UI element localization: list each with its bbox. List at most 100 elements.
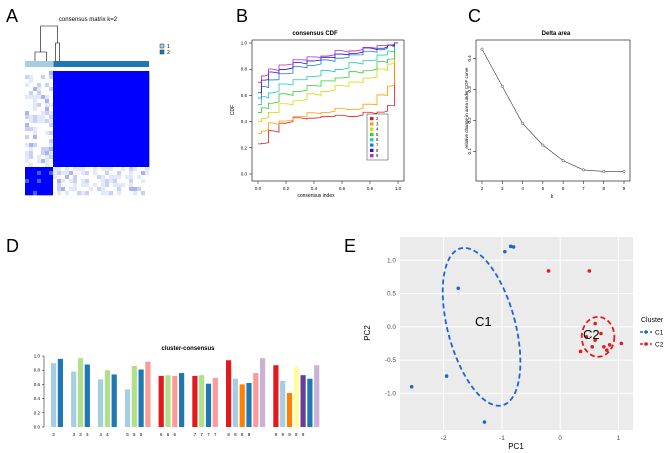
heatmap-cell xyxy=(29,179,34,184)
heatmap-cell xyxy=(65,79,70,84)
heatmap-cell xyxy=(105,155,110,160)
bar-tick-label: 2 xyxy=(52,432,55,437)
heatmap-cell xyxy=(45,123,50,128)
panel-letter-d: D xyxy=(6,236,19,256)
heatmap-cell xyxy=(41,107,46,112)
heatmap-cell xyxy=(97,95,102,100)
heatmap-cell xyxy=(105,179,110,184)
heatmap-cell xyxy=(85,111,90,116)
heatmap-cell xyxy=(137,135,142,140)
heatmap-cell xyxy=(37,191,42,196)
heatmap-cell xyxy=(93,95,98,100)
heatmap-cell xyxy=(85,83,90,88)
heatmap-cell xyxy=(49,175,54,180)
cdf-series-line-4 xyxy=(258,42,398,122)
heatmap-cell xyxy=(129,91,134,96)
heatmap-cell xyxy=(69,127,74,132)
heatmap-cell xyxy=(41,131,46,136)
heatmap-cell xyxy=(97,135,102,140)
heatmap-cell xyxy=(109,103,114,108)
pca-ellipse-c1 xyxy=(441,247,522,407)
heatmap-cell xyxy=(37,131,42,136)
heatmap-cell xyxy=(105,163,110,168)
panel-letter-b: B xyxy=(236,6,248,26)
heatmap-cell xyxy=(45,155,50,160)
heatmap-cell xyxy=(29,139,34,144)
heatmap-cell xyxy=(133,171,138,176)
heatmap-cell xyxy=(141,91,146,96)
heatmap-cell xyxy=(97,115,102,120)
heatmap-cell xyxy=(85,119,90,124)
heatmap-cell xyxy=(101,75,106,80)
heatmap-cell xyxy=(73,119,78,124)
heatmap-cell xyxy=(49,107,54,112)
heatmap-cell xyxy=(61,87,66,92)
delta-x-tick-label: 8 xyxy=(602,186,605,191)
bar-tick-label: 6 xyxy=(174,432,177,437)
heatmap-cell xyxy=(117,107,122,112)
heatmap-cell xyxy=(45,135,50,140)
heatmap-cell xyxy=(137,159,142,164)
heatmap-cell xyxy=(29,131,34,136)
heatmap-cell xyxy=(145,183,150,188)
heatmap-cell xyxy=(133,179,138,184)
bar-tick-label: 8 xyxy=(248,432,251,437)
heatmap-cell xyxy=(57,83,62,88)
heatmap-cell xyxy=(113,83,118,88)
heatmap-cell xyxy=(113,71,118,76)
heatmap-cell xyxy=(129,71,134,76)
heatmap-cell xyxy=(25,163,30,168)
heatmap-cell xyxy=(117,79,122,84)
heatmap-cell xyxy=(33,71,38,76)
heatmap-cell xyxy=(45,115,50,120)
bar-tick-label: 6 xyxy=(167,432,170,437)
heatmap-cell xyxy=(81,111,86,116)
heatmap-cell xyxy=(33,131,38,136)
heatmap-cell xyxy=(57,111,62,116)
pca-points xyxy=(409,244,624,424)
heatmap-cell xyxy=(53,127,58,132)
cdf-y-tick-label: 0.2 xyxy=(241,145,248,150)
heatmap-cell xyxy=(81,99,86,104)
delta-line xyxy=(480,47,626,173)
heatmap-cell xyxy=(93,151,98,156)
bar-k8-5 xyxy=(253,373,259,427)
heatmap-cell xyxy=(49,95,54,100)
heatmap-cell xyxy=(53,151,58,156)
bar-y-tick-label: 0.2 xyxy=(34,410,41,415)
heatmap-cell xyxy=(125,151,130,156)
bar-k9-6 xyxy=(307,378,313,427)
heatmap-cell xyxy=(65,99,70,104)
heatmap-cell xyxy=(49,191,54,196)
heatmap-cell xyxy=(129,123,134,128)
heatmap-cell xyxy=(77,107,82,112)
heatmap-cell xyxy=(65,71,70,76)
heatmap-cell xyxy=(121,171,126,176)
heatmap-cell xyxy=(133,87,138,92)
heatmap-cell xyxy=(25,167,30,172)
heatmap-cell xyxy=(97,79,102,84)
heatmap-cell xyxy=(133,163,138,168)
heatmap-cell xyxy=(129,159,134,164)
heatmap-cell xyxy=(109,143,114,148)
heatmap-cell xyxy=(45,99,50,104)
heatmap-cell xyxy=(113,79,118,84)
heatmap-cell xyxy=(73,187,78,192)
heatmap-cell xyxy=(77,159,82,164)
heatmap-cell xyxy=(41,163,46,168)
heatmap-cell xyxy=(109,159,114,164)
heatmap-cell xyxy=(25,191,30,196)
heatmap-cell xyxy=(97,123,102,128)
heatmap-cell xyxy=(69,175,74,180)
heatmap-cell xyxy=(109,175,114,180)
cdf-x-label: consensus index xyxy=(297,193,335,199)
heatmap-cell xyxy=(53,135,58,140)
heatmap-cell xyxy=(141,191,146,196)
heatmap-cell xyxy=(81,127,86,132)
heatmap-cell xyxy=(117,147,122,152)
heatmap-cell xyxy=(41,115,46,120)
heatmap-cell xyxy=(65,91,70,96)
heatmap-cell xyxy=(85,87,90,92)
heatmap-cell xyxy=(133,139,138,144)
heatmap-cell xyxy=(49,119,54,124)
